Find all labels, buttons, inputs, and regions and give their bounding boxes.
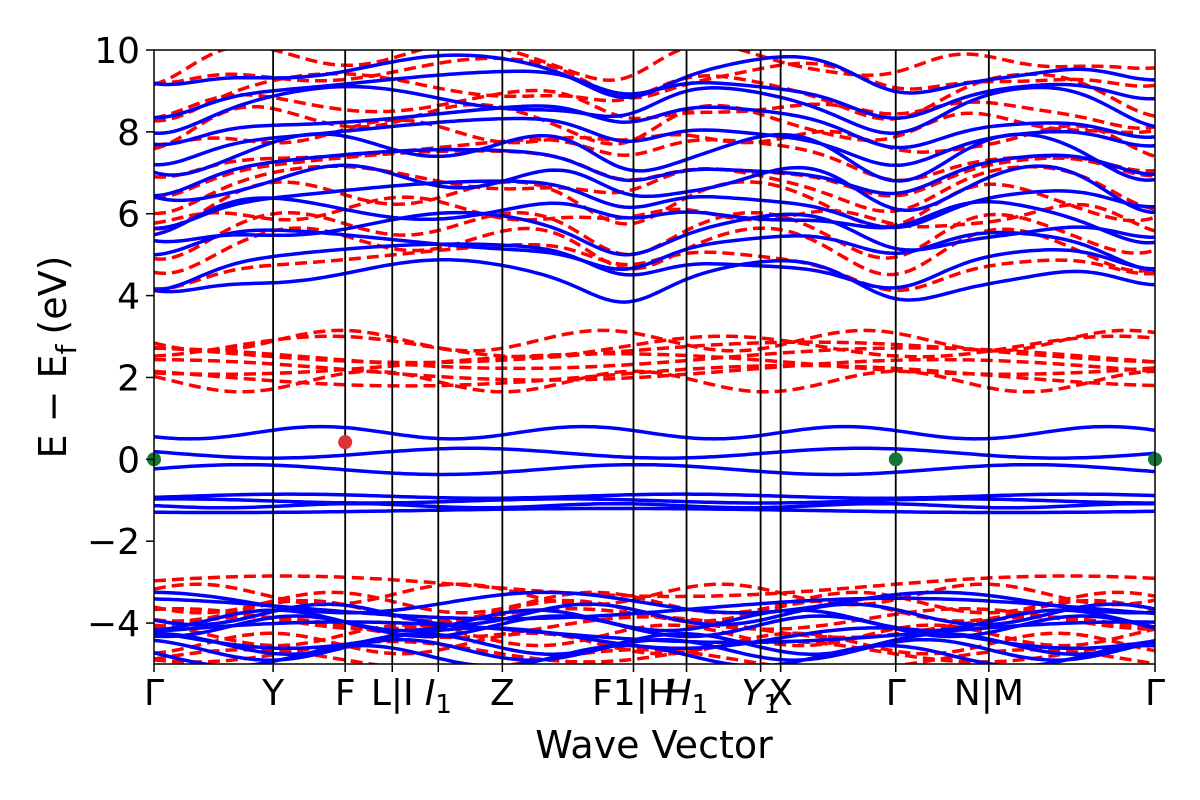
spin-down-band-0-10 <box>154 88 1155 130</box>
x-tick-label: H1 <box>665 673 709 720</box>
spin-up-band-1-0 <box>154 258 1155 304</box>
spin-up-band-4-1 <box>154 446 1155 460</box>
x-tick-label: Γ <box>144 673 164 714</box>
spin-up-band-5-3 <box>154 492 1155 500</box>
x-tick-label: Y <box>261 673 285 714</box>
x-tick-label: Z <box>490 673 515 714</box>
extrema-markers <box>147 435 1162 467</box>
x-axis-title: Wave Vector <box>535 723 773 767</box>
spin-down-band-0-3 <box>154 195 1155 233</box>
x-tick-label: Γ <box>1145 673 1165 714</box>
spin-up-band-3-0 <box>154 424 1155 441</box>
x-axis-ticks: Γ Y F L|I I1 Z F1|HH1 Y1X Γ N|M Γ <box>144 664 1165 720</box>
high-symmetry-lines <box>272 50 990 664</box>
spin-up-band-4-0 <box>154 462 1155 477</box>
plot-frame <box>153 49 1156 665</box>
x-tick-label: X <box>768 673 793 714</box>
spin-up-band-1-5 <box>154 179 1155 231</box>
vbm-marker <box>888 452 903 467</box>
y-tick-label: −4 <box>87 604 140 645</box>
spin-up-band-5-2 <box>154 497 1155 505</box>
band-lines <box>154 50 1155 664</box>
x-tick-label: Γ <box>886 673 906 714</box>
x-tick-label: F1|H <box>592 673 675 714</box>
x-tick-label: L|I <box>371 673 414 714</box>
cbm-marker <box>338 435 353 450</box>
y-tick-label: 2 <box>117 358 140 399</box>
x-tick-label: I1 <box>425 673 452 720</box>
y-axis-title: E − Ef(eV) <box>31 256 83 459</box>
x-tick-label: Y1 <box>741 673 780 720</box>
spin-up-band-1-1 <box>154 242 1155 293</box>
y-axis-ticks: −4 −2 0 2 4 6 8 10 <box>87 31 154 645</box>
y-tick-label: 6 <box>117 195 140 236</box>
y-tick-label: 8 <box>117 113 140 154</box>
y-tick-label: 10 <box>94 31 140 72</box>
x-tick-label: N|M <box>954 673 1024 714</box>
spin-down-band-0-5 <box>154 164 1155 216</box>
y-tick-label: 4 <box>117 277 140 318</box>
y-tick-label: −2 <box>87 522 140 563</box>
y-tick-label: 0 <box>117 440 140 481</box>
x-tick-label: F <box>335 673 356 714</box>
